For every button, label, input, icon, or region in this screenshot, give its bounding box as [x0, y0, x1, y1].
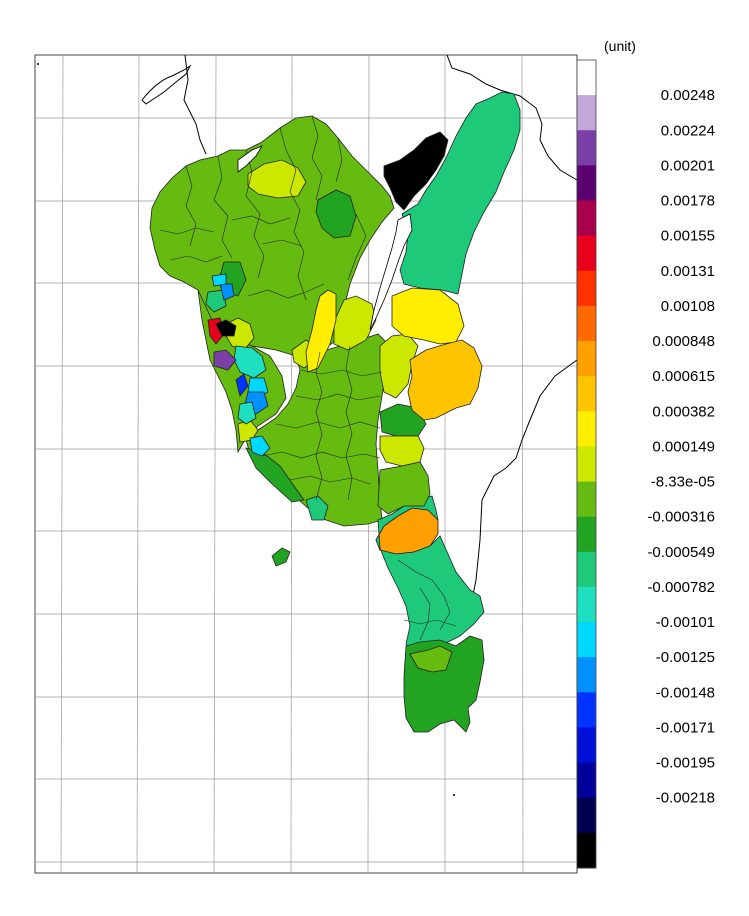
colorbar-tick-label: 0.000382	[652, 403, 715, 420]
region-purple	[213, 349, 237, 371]
colorbar-swatch	[577, 586, 596, 623]
region-south-tip-green	[409, 645, 453, 673]
region-mid-yellowgreen	[333, 295, 377, 351]
colorbar-swatch	[577, 446, 596, 483]
colorbar-tick-label: 0.00178	[661, 193, 715, 210]
colorbar-unit-label: (unit)	[604, 38, 636, 54]
colorbar-tick-label: -0.00101	[656, 614, 715, 631]
regions	[149, 91, 521, 733]
colorbar-tick-label: 0.00108	[661, 298, 715, 315]
region-black-west	[215, 319, 237, 337]
coastlines	[141, 54, 578, 601]
colorbar-tick-label: 0.00248	[661, 87, 715, 104]
colorbar-swatch	[577, 165, 596, 202]
colorbar-tick-label: -0.00125	[656, 649, 715, 666]
colorbar-swatches	[576, 59, 597, 869]
region-teal-1	[233, 345, 267, 379]
inland-lake	[369, 213, 413, 331]
region-blue-dark	[235, 373, 249, 397]
colorbar-tick-label: 0.00131	[661, 263, 715, 280]
colorbar-tick-label: -0.00195	[656, 755, 715, 772]
colorbar-swatch	[577, 305, 596, 342]
colorbar-tick-label: -8.33e-05	[651, 474, 715, 491]
colorbar-swatch	[577, 200, 596, 237]
colorbar-swatch	[577, 481, 596, 518]
inland-bay	[237, 145, 263, 173]
colorbar-swatch	[577, 60, 596, 96]
region-east-orange	[407, 339, 483, 421]
region-east-yellowgreen	[379, 333, 419, 399]
region-east-strip	[399, 91, 521, 295]
colorbar-swatch	[577, 341, 596, 377]
colorbar-labels: 0.00248 0.00224 0.00201 0.00178 0.00155 0.001…	[647, 87, 715, 807]
coastline-islet	[141, 64, 192, 105]
region-corridor-yellow	[305, 289, 337, 373]
region-island	[271, 547, 291, 567]
region-cyan-2	[211, 273, 227, 287]
colorbar-swatch	[577, 657, 596, 693]
region-east-green	[377, 461, 431, 515]
colorbar-swatch	[577, 797, 596, 834]
colorbar-swatch	[577, 727, 596, 764]
colorbar-swatch	[577, 832, 596, 869]
colorbar-swatch	[577, 692, 596, 728]
graticule-line	[136, 54, 140, 874]
graticule-line	[60, 54, 64, 874]
colorbar-tick-label: -0.00218	[656, 790, 715, 807]
region-east2-yellowgreen	[379, 435, 425, 467]
colorbar-tick-label: 0.00155	[661, 228, 715, 245]
graticule-line	[521, 54, 524, 874]
map-dot	[37, 63, 39, 65]
colorbar-swatch	[577, 235, 596, 272]
region-black-northeast	[383, 131, 449, 211]
region-cyan-sw	[249, 435, 271, 457]
colorbar-swatch	[577, 376, 596, 412]
colorbar-outline	[576, 59, 597, 869]
colorbar-swatch	[577, 95, 596, 131]
colorbar-tick-label: -0.00171	[656, 719, 715, 736]
colorbar-tick-label: -0.000316	[647, 509, 715, 526]
colorbar-tick-label: -0.00148	[656, 684, 715, 701]
region-south-tail	[375, 495, 485, 655]
colorbar-swatch	[577, 411, 596, 447]
coastline-north	[183, 54, 207, 155]
colorbar-tick-label: 0.00224	[661, 122, 715, 139]
colorbar-swatch	[577, 762, 596, 799]
coastline-east	[471, 359, 578, 601]
colorbar-tick-label: 0.00201	[661, 157, 715, 174]
region-north-dark	[315, 189, 357, 239]
colorbar-tick-label: -0.000549	[647, 544, 715, 561]
region-blue-2	[219, 283, 235, 301]
colorbar-swatch	[577, 622, 596, 658]
region-sw-dark	[245, 447, 305, 503]
colorbar-tick-label: 0.000149	[652, 438, 715, 455]
coastline-northeast	[446, 54, 578, 181]
colorbar-tick-label: 0.000615	[652, 368, 715, 385]
region-coast-teal	[305, 495, 329, 521]
colorbar-swatch	[577, 270, 596, 307]
colorbar-tick-label: -0.000782	[647, 579, 715, 596]
map-dot	[453, 794, 455, 796]
colorbar: (unit) 0.00248 0.00224 0.00201 0.00178 0.001…	[576, 38, 715, 869]
colorbar-swatch	[577, 551, 596, 588]
region-north-yellowgreen	[247, 159, 307, 199]
colorbar-tick-label: 0.000848	[652, 333, 715, 350]
colorbar-swatch	[577, 516, 596, 553]
district-boundaries	[159, 115, 457, 641]
region-teal-2	[237, 401, 257, 425]
colorbar-swatch	[577, 130, 596, 166]
